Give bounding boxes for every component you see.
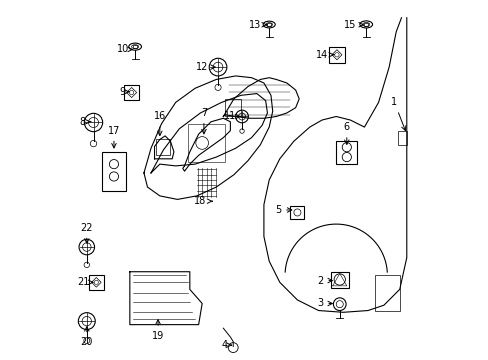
Text: 3: 3 [317, 298, 332, 309]
Text: 16: 16 [153, 112, 165, 136]
Text: 2: 2 [317, 275, 332, 285]
Text: 19: 19 [152, 320, 164, 341]
Text: 5: 5 [274, 205, 291, 215]
Text: 17: 17 [107, 126, 120, 148]
Text: 11: 11 [224, 112, 240, 121]
Text: 6: 6 [343, 122, 349, 144]
Text: 21: 21 [77, 277, 93, 287]
Text: 9: 9 [120, 87, 129, 97]
Text: 13: 13 [248, 20, 266, 30]
Text: 22: 22 [81, 222, 93, 243]
Text: 8: 8 [79, 117, 91, 127]
Text: 15: 15 [344, 20, 363, 30]
Text: 20: 20 [81, 327, 93, 347]
Text: 12: 12 [196, 62, 215, 72]
Text: 1: 1 [390, 98, 405, 131]
Text: 14: 14 [315, 50, 333, 60]
Text: 18: 18 [194, 196, 212, 206]
Text: 7: 7 [201, 108, 206, 134]
Text: 4: 4 [222, 340, 231, 350]
Text: 10: 10 [117, 45, 132, 54]
